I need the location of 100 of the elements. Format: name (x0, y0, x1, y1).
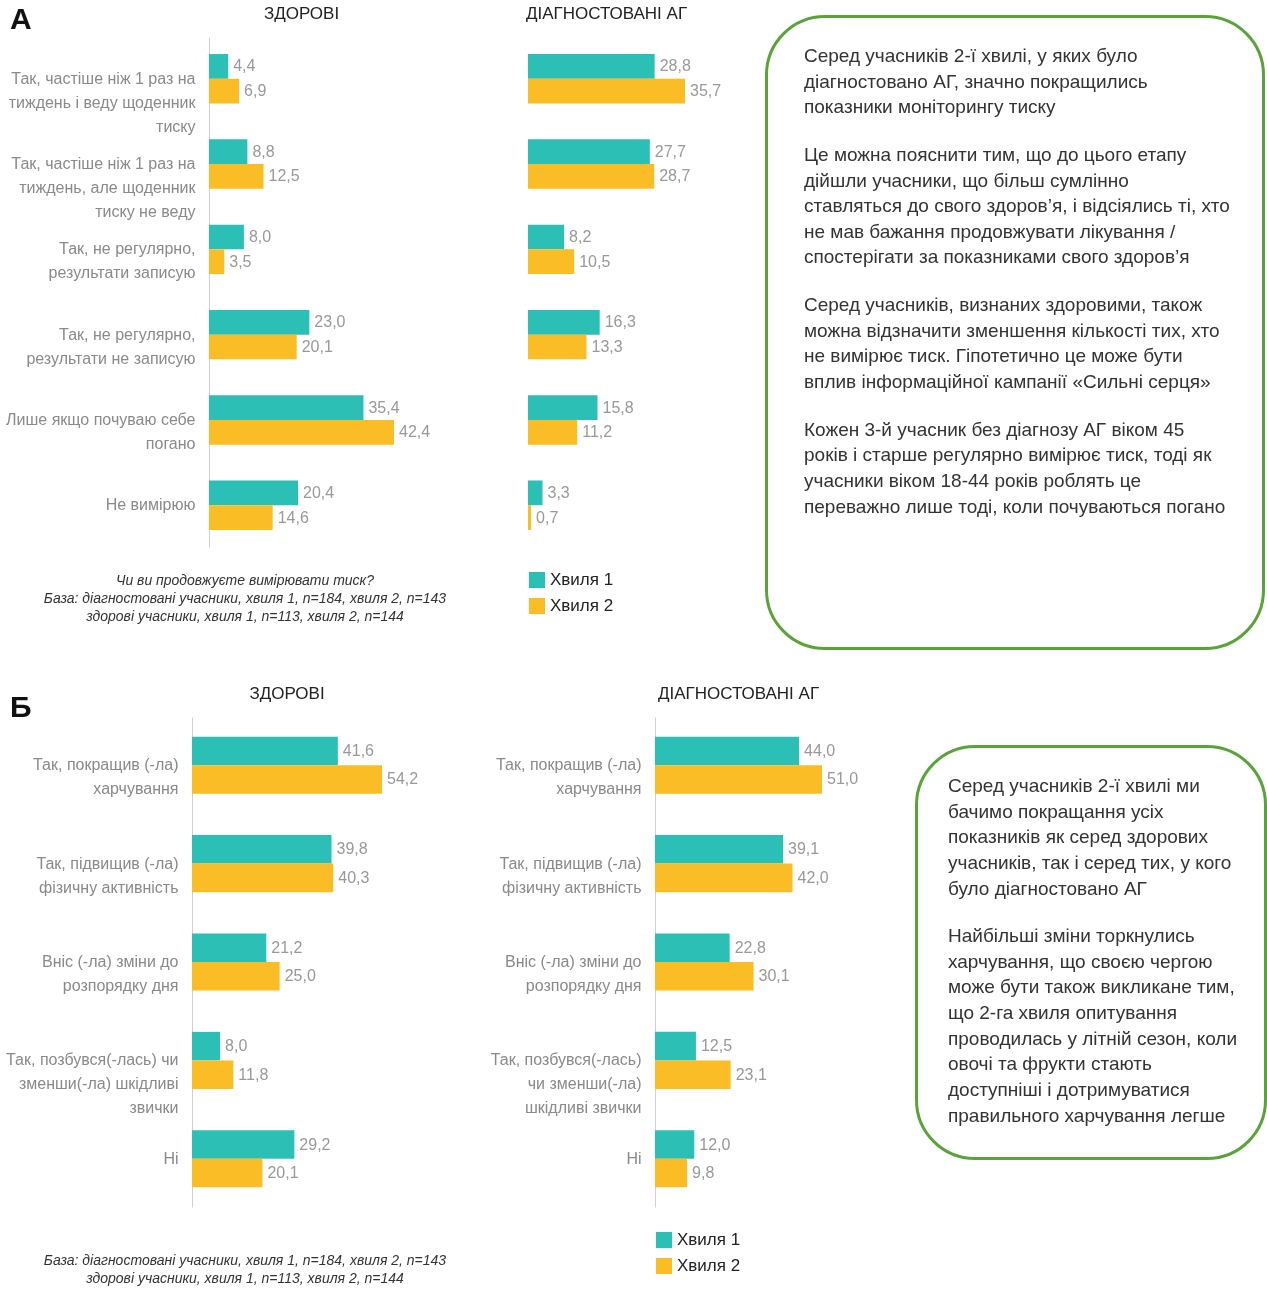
text: Серед учасників, визнаних здоровими, також можна відзначити зменшення кількості тих, хто не вимірює тиск. Гіпотетично це може бути вплив інформаційної кампанії «Сильні серця» (804, 293, 1221, 395)
data-label: 27,7 (654, 142, 687, 160)
bar (209, 505, 273, 530)
bar (192, 1060, 234, 1089)
bar (192, 1158, 263, 1188)
data-label: 22,8 (734, 938, 766, 956)
bar (528, 505, 532, 530)
data-label: 28,8 (659, 57, 691, 75)
bar (209, 419, 394, 445)
bar (528, 334, 587, 360)
y-tick-label: Так, позбувся(-лась) чи зменши(-ла) шкідливі звички (6, 1051, 179, 1117)
data-label: 28,7 (659, 167, 691, 185)
text: Чи ви продовжуєте вимірювати тиск? (114, 572, 375, 588)
text: здорові учасники, хвиля 1, n=113, хвиля 2, n=144 (85, 1270, 405, 1286)
data-label: 21,2 (271, 938, 303, 956)
data-label: 39,1 (788, 840, 820, 858)
bar (209, 334, 297, 360)
chart-title: ДІАГНОСТОВАНІ АГ (657, 684, 820, 703)
chart-title: ЗДОРОВІ (249, 684, 325, 703)
y-tick-label: Так, покращив (-ла) харчування (496, 756, 642, 798)
text: Б (10, 690, 32, 724)
bar (209, 480, 299, 506)
text: Кожен 3-й учасник без діагнозу АГ віком 45 років і старше регулярно вимірює тиск, тоді як учасники віком 18-44 років роблять це переважно лише тоді, коли почуваються погано (804, 417, 1227, 519)
data-label: 4,4 (233, 57, 256, 75)
data-label: 11,2 (582, 423, 613, 441)
bar (192, 962, 280, 991)
data-label: 0,7 (536, 508, 559, 526)
data-label: 11,8 (238, 1065, 269, 1083)
data-label: 20,4 (303, 483, 335, 501)
data-label: 51,0 (827, 770, 859, 788)
bar (655, 765, 822, 794)
bar (192, 863, 334, 893)
data-label: 39,8 (336, 840, 368, 858)
legend-label: Хвиля 1 (677, 1230, 741, 1249)
y-tick-label: Так, не регулярно, результати не записую (26, 325, 196, 367)
bar (209, 164, 264, 189)
legend-label: Хвиля 2 (677, 1256, 741, 1275)
bar (528, 249, 575, 275)
text: А (10, 2, 32, 36)
data-label: 35,4 (368, 398, 400, 416)
text: База: діагностовані учасники, хвиля 1, n=184, хвиля 2, n=143 (42, 1252, 448, 1268)
bar (655, 1130, 695, 1159)
data-label: 16,3 (604, 313, 636, 331)
text: Серед учасників 2-ї хвилі, у яких було діагностовано АГ, значно покращились показники моніторингу тиску (804, 44, 1149, 120)
bar (528, 78, 685, 104)
bar (209, 309, 310, 335)
data-label: 23,0 (314, 313, 346, 331)
data-label: 42,4 (399, 423, 431, 441)
data-label: 13,3 (591, 338, 623, 356)
data-label: 8,8 (252, 142, 275, 160)
bar (655, 736, 800, 766)
bar (192, 1031, 221, 1061)
text: Серед учасників 2-ї хвилі ми бачимо покращання усіх показників як серед здорових учасників, так і серед тих, у кого було діагностовано АГ (948, 774, 1233, 901)
chart-title: ЗДОРОВІ (263, 4, 340, 23)
data-label: 9,8 (692, 1164, 715, 1182)
y-tick-label: Так, частіше ніж 1 раз на тиждень, але щоденник тиску не веду (11, 155, 197, 221)
bar (209, 395, 364, 420)
bar (655, 835, 784, 864)
bar (192, 765, 382, 794)
data-label: 44,0 (804, 741, 836, 759)
data-label: 8,2 (569, 227, 592, 245)
text: Це можна пояснити тим, що до цього етапу дійшли учасники, що більш сумлінно ставляться до свого здоров’я, і відсіялись ті, хто не мав бажання продовжувати лікування / спостерігати за показниками свого здоров’я (804, 142, 1231, 270)
data-label: 12,5 (268, 167, 300, 185)
y-tick-label: Вніс (-ла) зміни до розпорядку дня (504, 953, 642, 994)
bar (528, 395, 598, 420)
y-tick-label: Так, покращив (-ла) харчування (33, 756, 179, 798)
legend-label: Хвиля 1 (550, 570, 614, 589)
y-tick-label: Лише якщо почуваю себе погано (6, 410, 196, 452)
bar (655, 1031, 696, 1061)
bar (528, 224, 565, 250)
bar (209, 139, 248, 165)
y-tick-label: Так, підвищив (-ла) фізичну активність (499, 854, 642, 896)
y-tick-label: Вніс (-ла) зміни до розпорядку дня (41, 953, 179, 994)
data-label: 8,0 (248, 227, 272, 245)
data-label: 15,8 (602, 398, 634, 416)
data-label: 3,3 (547, 483, 570, 501)
bar (192, 1130, 295, 1159)
data-label: 25,0 (284, 967, 316, 985)
bar (192, 835, 332, 864)
data-label: 41,6 (342, 741, 375, 759)
bar (209, 224, 244, 250)
bar (655, 1158, 688, 1188)
data-label: 10,5 (579, 252, 611, 270)
bar (209, 54, 229, 79)
bar (528, 54, 655, 79)
bar (655, 1060, 731, 1089)
y-tick-label: Так, позбувся(-лась) чи зменши(-ла) шкідливі звички (490, 1051, 642, 1117)
bar (528, 480, 543, 506)
bar (528, 164, 655, 189)
bar (655, 962, 754, 991)
data-label: 20,1 (267, 1164, 299, 1182)
bar (528, 419, 578, 445)
data-label: 23,1 (735, 1065, 767, 1083)
y-tick-label: Так, частіше ніж 1 раз на тиждень і веду щоденник тиску (8, 69, 197, 135)
text: База: діагностовані учасники, хвиля 1, n=184, хвиля 2, n=143 (42, 590, 448, 606)
data-label: 29,2 (299, 1135, 331, 1153)
chart-title: ДІАГНОСТОВАНІ АГ (525, 4, 688, 23)
y-tick-label: Не вимірюю (105, 496, 196, 514)
legend-label: Хвиля 2 (550, 596, 614, 615)
data-label: 35,7 (690, 82, 722, 100)
